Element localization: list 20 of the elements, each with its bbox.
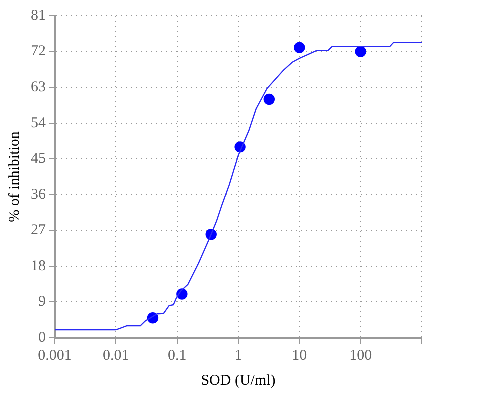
point xyxy=(264,94,275,106)
y-tick-label: 0 xyxy=(38,330,46,346)
y-axis-title: % of inhibition xyxy=(6,131,23,222)
y-tick-label: 9 xyxy=(38,294,46,310)
y-tick-label: 27 xyxy=(31,222,46,239)
y-tick-label: 63 xyxy=(31,79,46,96)
y-tick-label: 72 xyxy=(31,44,46,60)
x-tick-label: 0.001 xyxy=(38,348,72,364)
x-tick-label: 1 xyxy=(234,348,242,364)
x-tick-label: 0.01 xyxy=(103,348,130,364)
x-tick-label: 100 xyxy=(350,348,372,364)
x-tick-label: 0.1 xyxy=(168,348,187,364)
y-tick-label: 81 xyxy=(31,8,46,24)
point xyxy=(294,42,306,54)
x-tick-label: 10 xyxy=(292,348,308,364)
y-tick-label: 54 xyxy=(31,115,46,132)
y-tick-label: 36 xyxy=(31,186,46,203)
y-tick-label: 18 xyxy=(31,258,46,274)
x-axis-title: SOD (U/ml) xyxy=(201,372,276,389)
y-tick-label: 45 xyxy=(31,151,46,168)
